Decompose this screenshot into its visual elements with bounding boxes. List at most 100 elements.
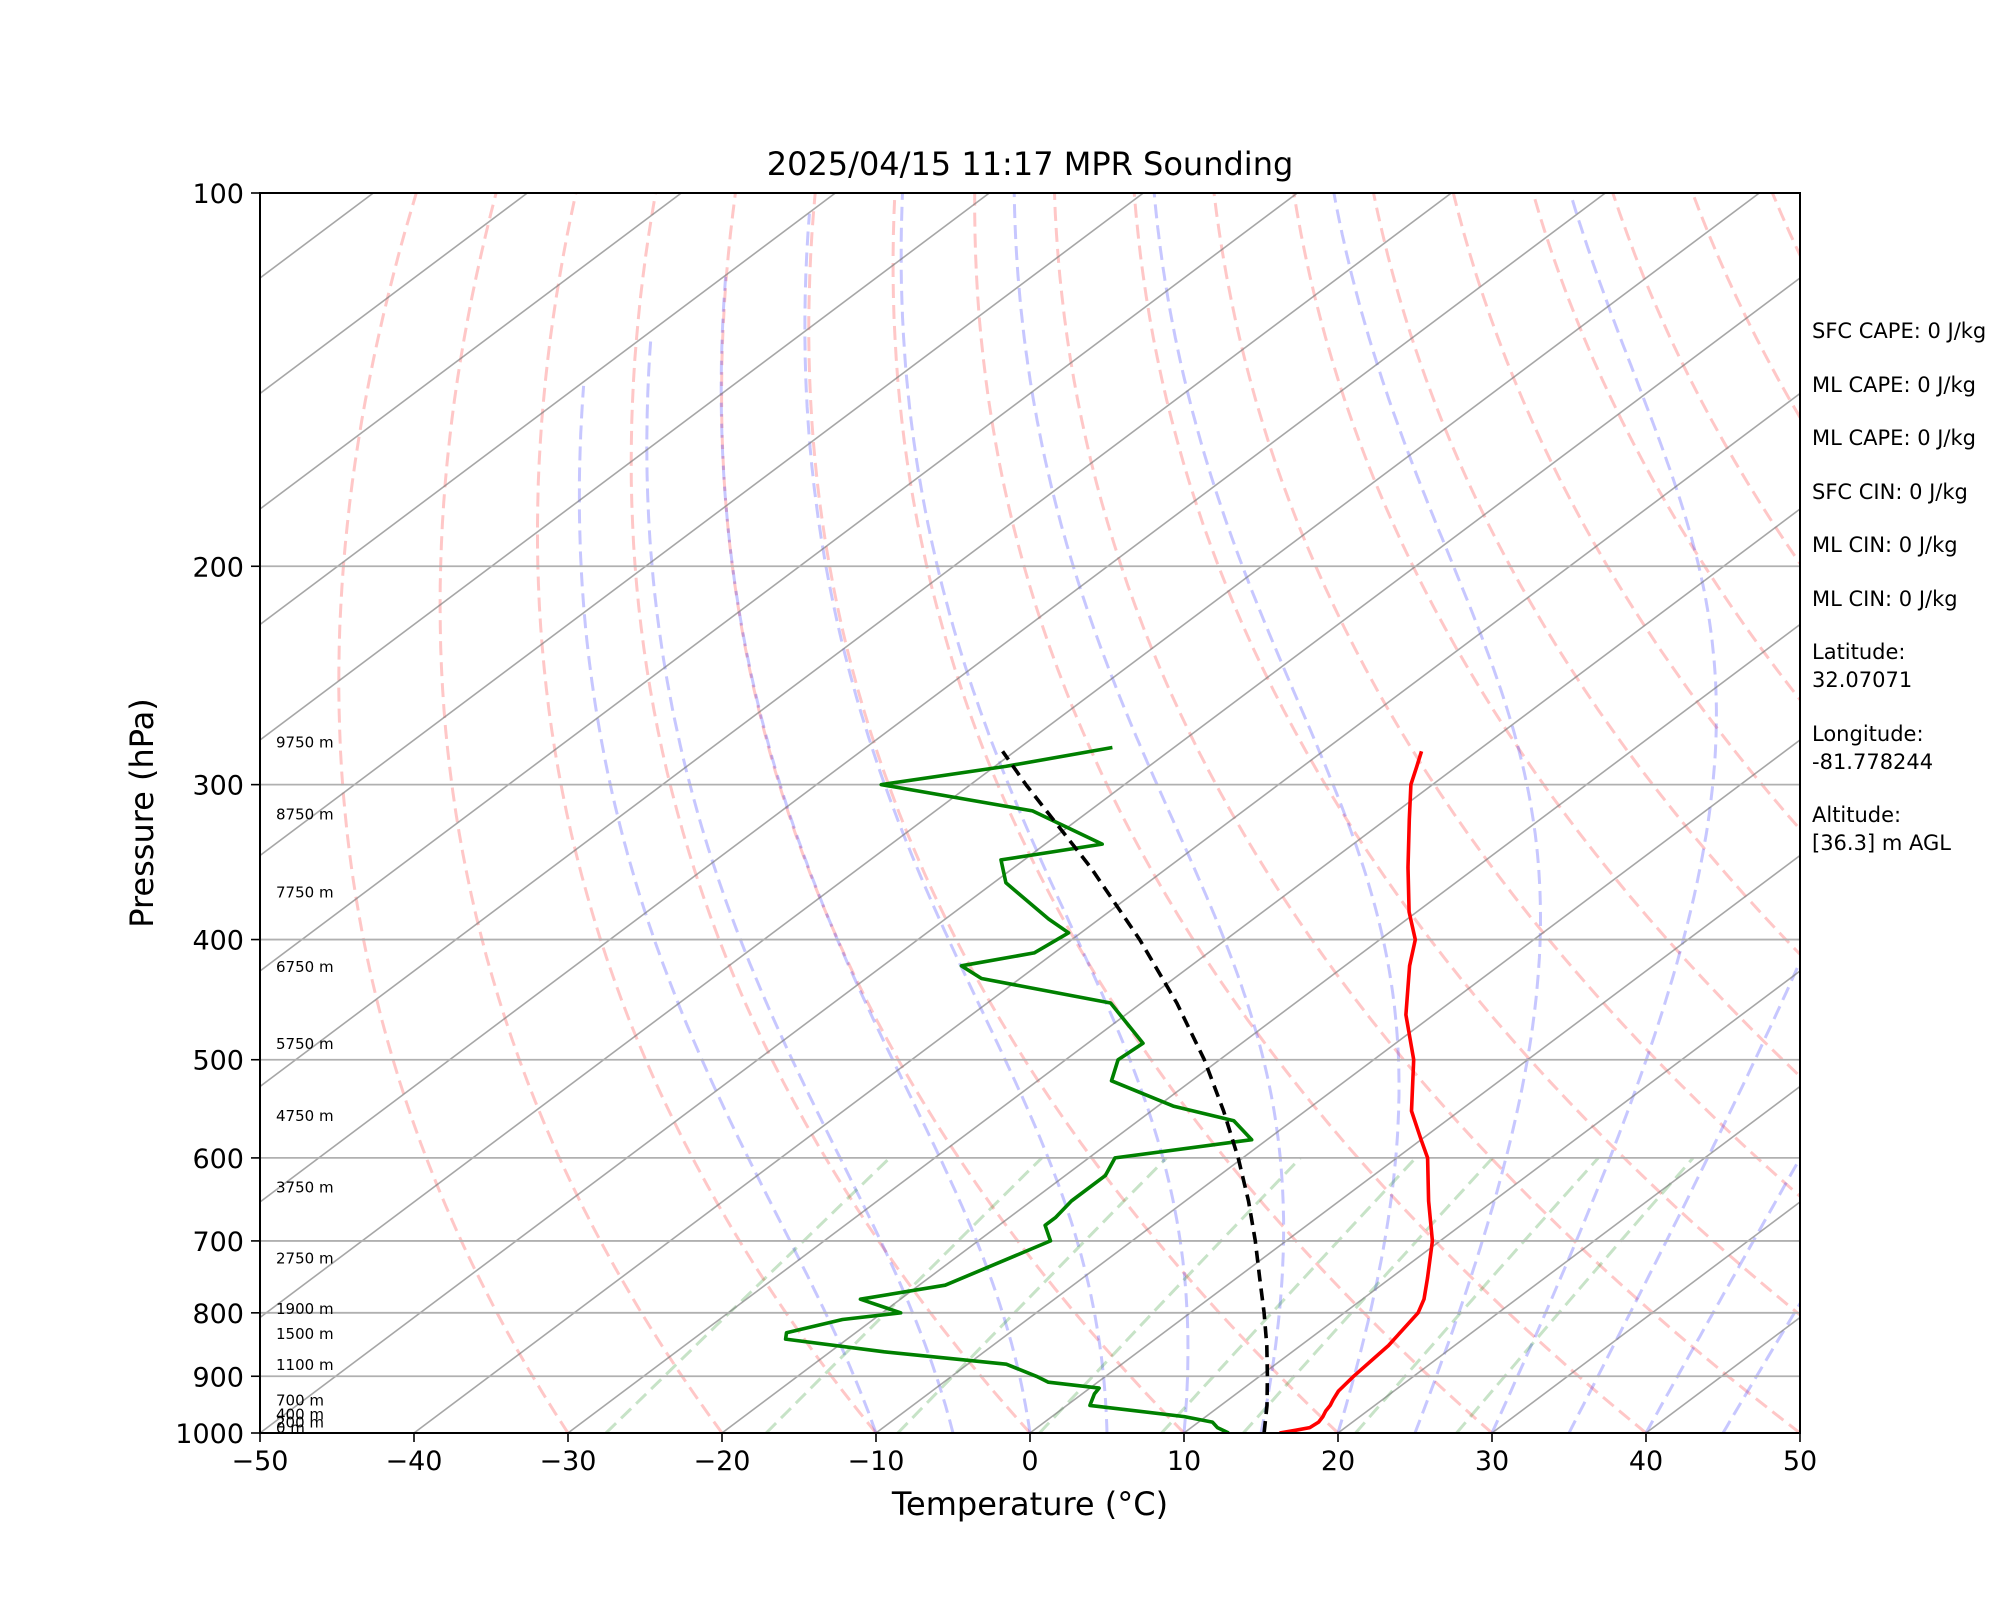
isotherm-line <box>413 392 1800 1433</box>
isotherm-line <box>260 277 1800 1433</box>
temperature-line <box>1279 750 1435 1433</box>
x-tick-label: −50 <box>232 1446 289 1477</box>
info-annotation: Altitude: <box>1812 803 1901 827</box>
height-label: 6750 m <box>276 958 334 976</box>
dry-adiabat <box>973 193 1647 1433</box>
sounding-series <box>783 745 1435 1433</box>
info-annotation: 32.07071 <box>1812 668 1912 692</box>
dewpoint-line <box>783 745 1254 1433</box>
dry-adiabat <box>1531 193 1800 702</box>
moist-adiabat <box>1332 193 1542 1433</box>
moist-adiabat <box>1567 958 1800 1433</box>
info-annotation: ML CIN: 0 J/kg <box>1812 587 1958 611</box>
dry-adiabat <box>1212 193 1800 1199</box>
chart-title: 2025/04/15 11:17 MPR Sounding <box>767 145 1294 183</box>
isotherm-line <box>260 193 1452 1088</box>
y-tick-label: 800 <box>192 1299 244 1330</box>
isotherm-line <box>260 193 836 626</box>
isotherm-line <box>1491 1200 1800 1433</box>
y-tick-label: 200 <box>192 552 244 583</box>
isotherm-line <box>721 623 1800 1433</box>
info-annotation: ML CAPE: 0 J/kg <box>1812 373 1976 397</box>
mixing-ratio-line <box>896 1156 1168 1433</box>
moist-adiabat <box>1012 193 1286 1433</box>
height-label: 2750 m <box>276 1250 334 1268</box>
height-label: 1900 m <box>276 1300 334 1318</box>
height-label: 1100 m <box>276 1356 334 1374</box>
x-tick-label: −20 <box>694 1446 751 1477</box>
x-tick-label: 20 <box>1321 1446 1355 1477</box>
info-annotation: Longitude: <box>1812 722 1924 746</box>
parcel-path-line <box>1001 750 1270 1433</box>
y-axis-label: Pressure (hPa) <box>123 698 161 928</box>
y-tick-label: 500 <box>192 1046 244 1077</box>
x-tick-label: −30 <box>540 1446 597 1477</box>
y-tick-label: 600 <box>192 1144 244 1175</box>
info-panel: SFC CAPE: 0 J/kg ML CAPE: 0 J/kg ML CAPE: … <box>1812 319 1986 855</box>
height-label: 3750 m <box>276 1179 334 1197</box>
moist-adiabat <box>1490 193 1718 1433</box>
dry-adiabat <box>1372 193 1800 957</box>
height-label: 700 m <box>276 1391 324 1409</box>
info-annotation: [36.3] m AGL <box>1812 831 1951 855</box>
info-annotation: Latitude: <box>1812 640 1906 664</box>
isotherm-line <box>875 738 1800 1433</box>
height-label: 1500 m <box>276 1325 334 1343</box>
y-tick-label: 400 <box>192 926 244 957</box>
dry-adiabat <box>337 193 570 1433</box>
isotherm-line <box>260 193 990 741</box>
moist-adiabat <box>899 193 1190 1433</box>
x-tick-label: 0 <box>1021 1446 1038 1477</box>
isotherm-line <box>260 193 682 510</box>
isotherm-line <box>260 193 1760 1319</box>
height-label: 9750 m <box>276 733 334 751</box>
dry-adiabat <box>1053 193 1800 1433</box>
x-axis: −50 −40 −30 −20 −10 0 10 20 30 40 50 <box>232 1433 1817 1477</box>
info-annotation: -81.778244 <box>1812 750 1933 774</box>
mixing-ratio-line <box>1242 1156 1494 1433</box>
y-tick-label: 100 <box>192 179 244 210</box>
y-tick-label: 1000 <box>175 1419 244 1450</box>
isotherm-line <box>567 507 1800 1433</box>
y-tick-label: 700 <box>192 1227 244 1258</box>
height-label: 8750 m <box>276 805 334 823</box>
isotherm-line <box>1029 854 1800 1433</box>
info-annotation: SFC CAPE: 0 J/kg <box>1812 319 1986 343</box>
x-tick-label: 10 <box>1167 1446 1201 1477</box>
isotherm-line <box>260 193 1606 1204</box>
isotherm-grid <box>260 193 1800 1433</box>
x-tick-label: −10 <box>848 1446 905 1477</box>
moist-adiabat <box>1644 1155 1800 1433</box>
isotherm-line <box>260 193 1298 973</box>
moist-adiabat <box>1152 193 1401 1433</box>
dry-adiabat <box>1292 193 1800 1079</box>
height-label: 4750 m <box>276 1107 334 1125</box>
height-label: 7750 m <box>276 884 334 902</box>
mixing-ratio-line <box>1038 1156 1302 1433</box>
dry-adiabat <box>1451 193 1800 832</box>
dry-adiabat <box>720 193 1186 1433</box>
x-tick-label: 40 <box>1629 1446 1663 1477</box>
isotherm-line <box>1337 1085 1800 1433</box>
isotherm-line <box>260 193 1144 857</box>
info-annotation: ML CAPE: 0 J/kg <box>1812 426 1976 450</box>
y-tick-label: 900 <box>192 1362 244 1393</box>
isotherm-line <box>1183 969 1800 1433</box>
moist-adiabat <box>577 385 878 1433</box>
dry-adiabat <box>438 193 724 1433</box>
moist-adiabat <box>645 337 955 1433</box>
info-annotation: ML CIN: 0 J/kg <box>1812 533 1958 557</box>
dry-adiabat <box>891 193 1493 1433</box>
height-label: 5750 m <box>276 1035 334 1053</box>
mixing-ratio-line <box>1160 1156 1417 1433</box>
info-annotation: SFC CIN: 0 J/kg <box>1812 480 1968 504</box>
dry-adiabat <box>1132 193 1800 1317</box>
x-tick-label: −40 <box>386 1446 443 1477</box>
x-tick-label: 30 <box>1475 1446 1509 1477</box>
dry-adiabat <box>629 193 1032 1433</box>
x-axis-label: Temperature (°C) <box>891 1485 1168 1523</box>
height-label: 400 m <box>276 1405 324 1423</box>
height-label: 200 m <box>276 1414 324 1432</box>
